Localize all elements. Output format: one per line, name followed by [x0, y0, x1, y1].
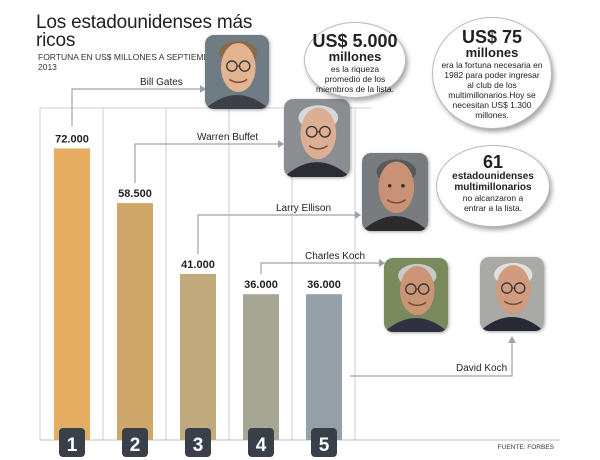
bar-5	[306, 294, 342, 440]
chart-subtitle: Fortuna en US$ millones a septiembre de …	[38, 52, 236, 72]
value-label-3: 41.000	[181, 259, 215, 271]
rank-badge-2	[122, 428, 148, 457]
callout-excluded-count: 61	[482, 152, 504, 172]
connector-arrow-4	[379, 259, 385, 267]
connector-4	[260, 262, 379, 275]
rank-number-3: 3	[193, 435, 204, 456]
value-label-4: 36.000	[244, 279, 278, 291]
david-koch-photo	[480, 257, 544, 331]
name-label-3: Larry Ellison	[276, 203, 331, 214]
rank-badge-3	[185, 428, 211, 457]
callout-average-text: es la riqueza promedio de los miembros d…	[316, 64, 394, 94]
callout-excluded: 61 estadounidenses multimillonarios no a…	[436, 145, 550, 227]
callout-threshold-amount: US$ 75	[461, 27, 523, 47]
connector-2	[134, 143, 278, 184]
source-note: FUENTE: FORBES	[497, 444, 554, 451]
value-label-1: 72.000	[55, 133, 89, 145]
chart-title: Los estadounidenses más ricos	[36, 12, 253, 51]
connector-arrow-3	[355, 211, 361, 219]
rank-badge-1	[59, 428, 85, 457]
connector-arrow-2	[278, 140, 284, 148]
callout-excluded-label: estadounidenses multimillonarios	[452, 171, 534, 193]
rank-number-5: 5	[319, 435, 330, 456]
charles-koch-photo	[384, 258, 448, 332]
value-label-2: 58.500	[118, 188, 152, 200]
callout-excluded-text: no alcanzaron a entrar a la lista.	[462, 193, 524, 213]
callout-average-unit: millones	[328, 49, 382, 64]
connector-1	[71, 88, 200, 127]
rank-number-2: 2	[130, 435, 141, 456]
callout-threshold: US$ 75 millones era la fortuna necesaria…	[432, 17, 552, 129]
connector-arrow-1	[200, 85, 206, 93]
rank-number-1: 1	[67, 435, 78, 456]
warren-buffet-photo	[284, 99, 350, 177]
connector-3	[197, 214, 355, 254]
callout-average-amount: US$ 5.000	[312, 31, 398, 51]
connector-arrow-5	[508, 336, 516, 343]
rank-badge-4	[248, 428, 274, 457]
callout-threshold-unit: millones	[465, 45, 519, 60]
callout-average-wealth: US$ 5.000 millones es la riqueza promedi…	[304, 22, 406, 98]
name-label-5: David Koch	[456, 363, 507, 374]
bar-2	[117, 203, 153, 440]
rank-number-4: 4	[256, 435, 267, 456]
rank-badge-5	[311, 428, 337, 457]
bar-1	[54, 148, 90, 440]
bar-4	[243, 294, 279, 440]
connector-5	[350, 342, 513, 377]
larry-ellison-photo	[362, 153, 428, 231]
callout-threshold-text: era la fortuna necesaria en 1982 para po…	[441, 60, 543, 120]
name-label-4: Charles Koch	[305, 251, 365, 262]
bill-gates-photo	[205, 35, 269, 109]
name-label-2: Warren Buffet	[197, 132, 258, 143]
value-label-5: 36.000	[307, 279, 341, 291]
name-label-1: Bill Gates	[140, 77, 183, 88]
bar-3	[180, 273, 216, 440]
